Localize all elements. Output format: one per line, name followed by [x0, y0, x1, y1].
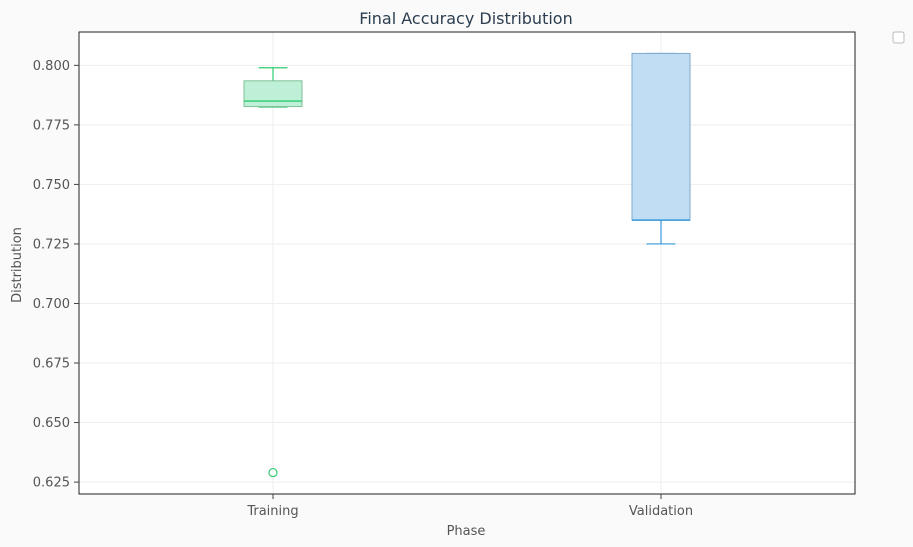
x-tick-label: Validation [629, 504, 693, 519]
x-axis: Training Validation [246, 494, 693, 519]
chart-title: Final Accuracy Distribution [359, 9, 572, 28]
box-body [631, 52, 691, 221]
y-tick-label: 0.800 [33, 59, 70, 74]
box-body [243, 80, 303, 108]
box-training [243, 67, 303, 478]
y-tick-label: 0.775 [33, 118, 70, 133]
plot-background [79, 32, 855, 494]
gridlines [79, 32, 855, 494]
outlier-point [268, 467, 278, 478]
x-axis-label: Phase [447, 524, 486, 539]
y-tick-label: 0.700 [33, 297, 70, 312]
x-tick-label: Training [246, 504, 298, 519]
box-series [243, 52, 691, 478]
legend-box [892, 31, 905, 44]
y-tick-label: 0.650 [33, 416, 70, 431]
y-tick-label: 0.750 [33, 178, 70, 193]
y-axis: 0.625 0.650 0.675 0.700 0.725 0.750 0.775 0.800 [33, 59, 79, 491]
y-tick-label: 0.725 [33, 237, 70, 252]
plot-area [78, 31, 856, 495]
y-tick-label: 0.675 [33, 357, 70, 372]
y-axis-label: Distribution [10, 227, 25, 303]
box-validation [631, 52, 691, 245]
plot-frame [78, 31, 856, 495]
y-tick-label: 0.625 [33, 476, 70, 491]
